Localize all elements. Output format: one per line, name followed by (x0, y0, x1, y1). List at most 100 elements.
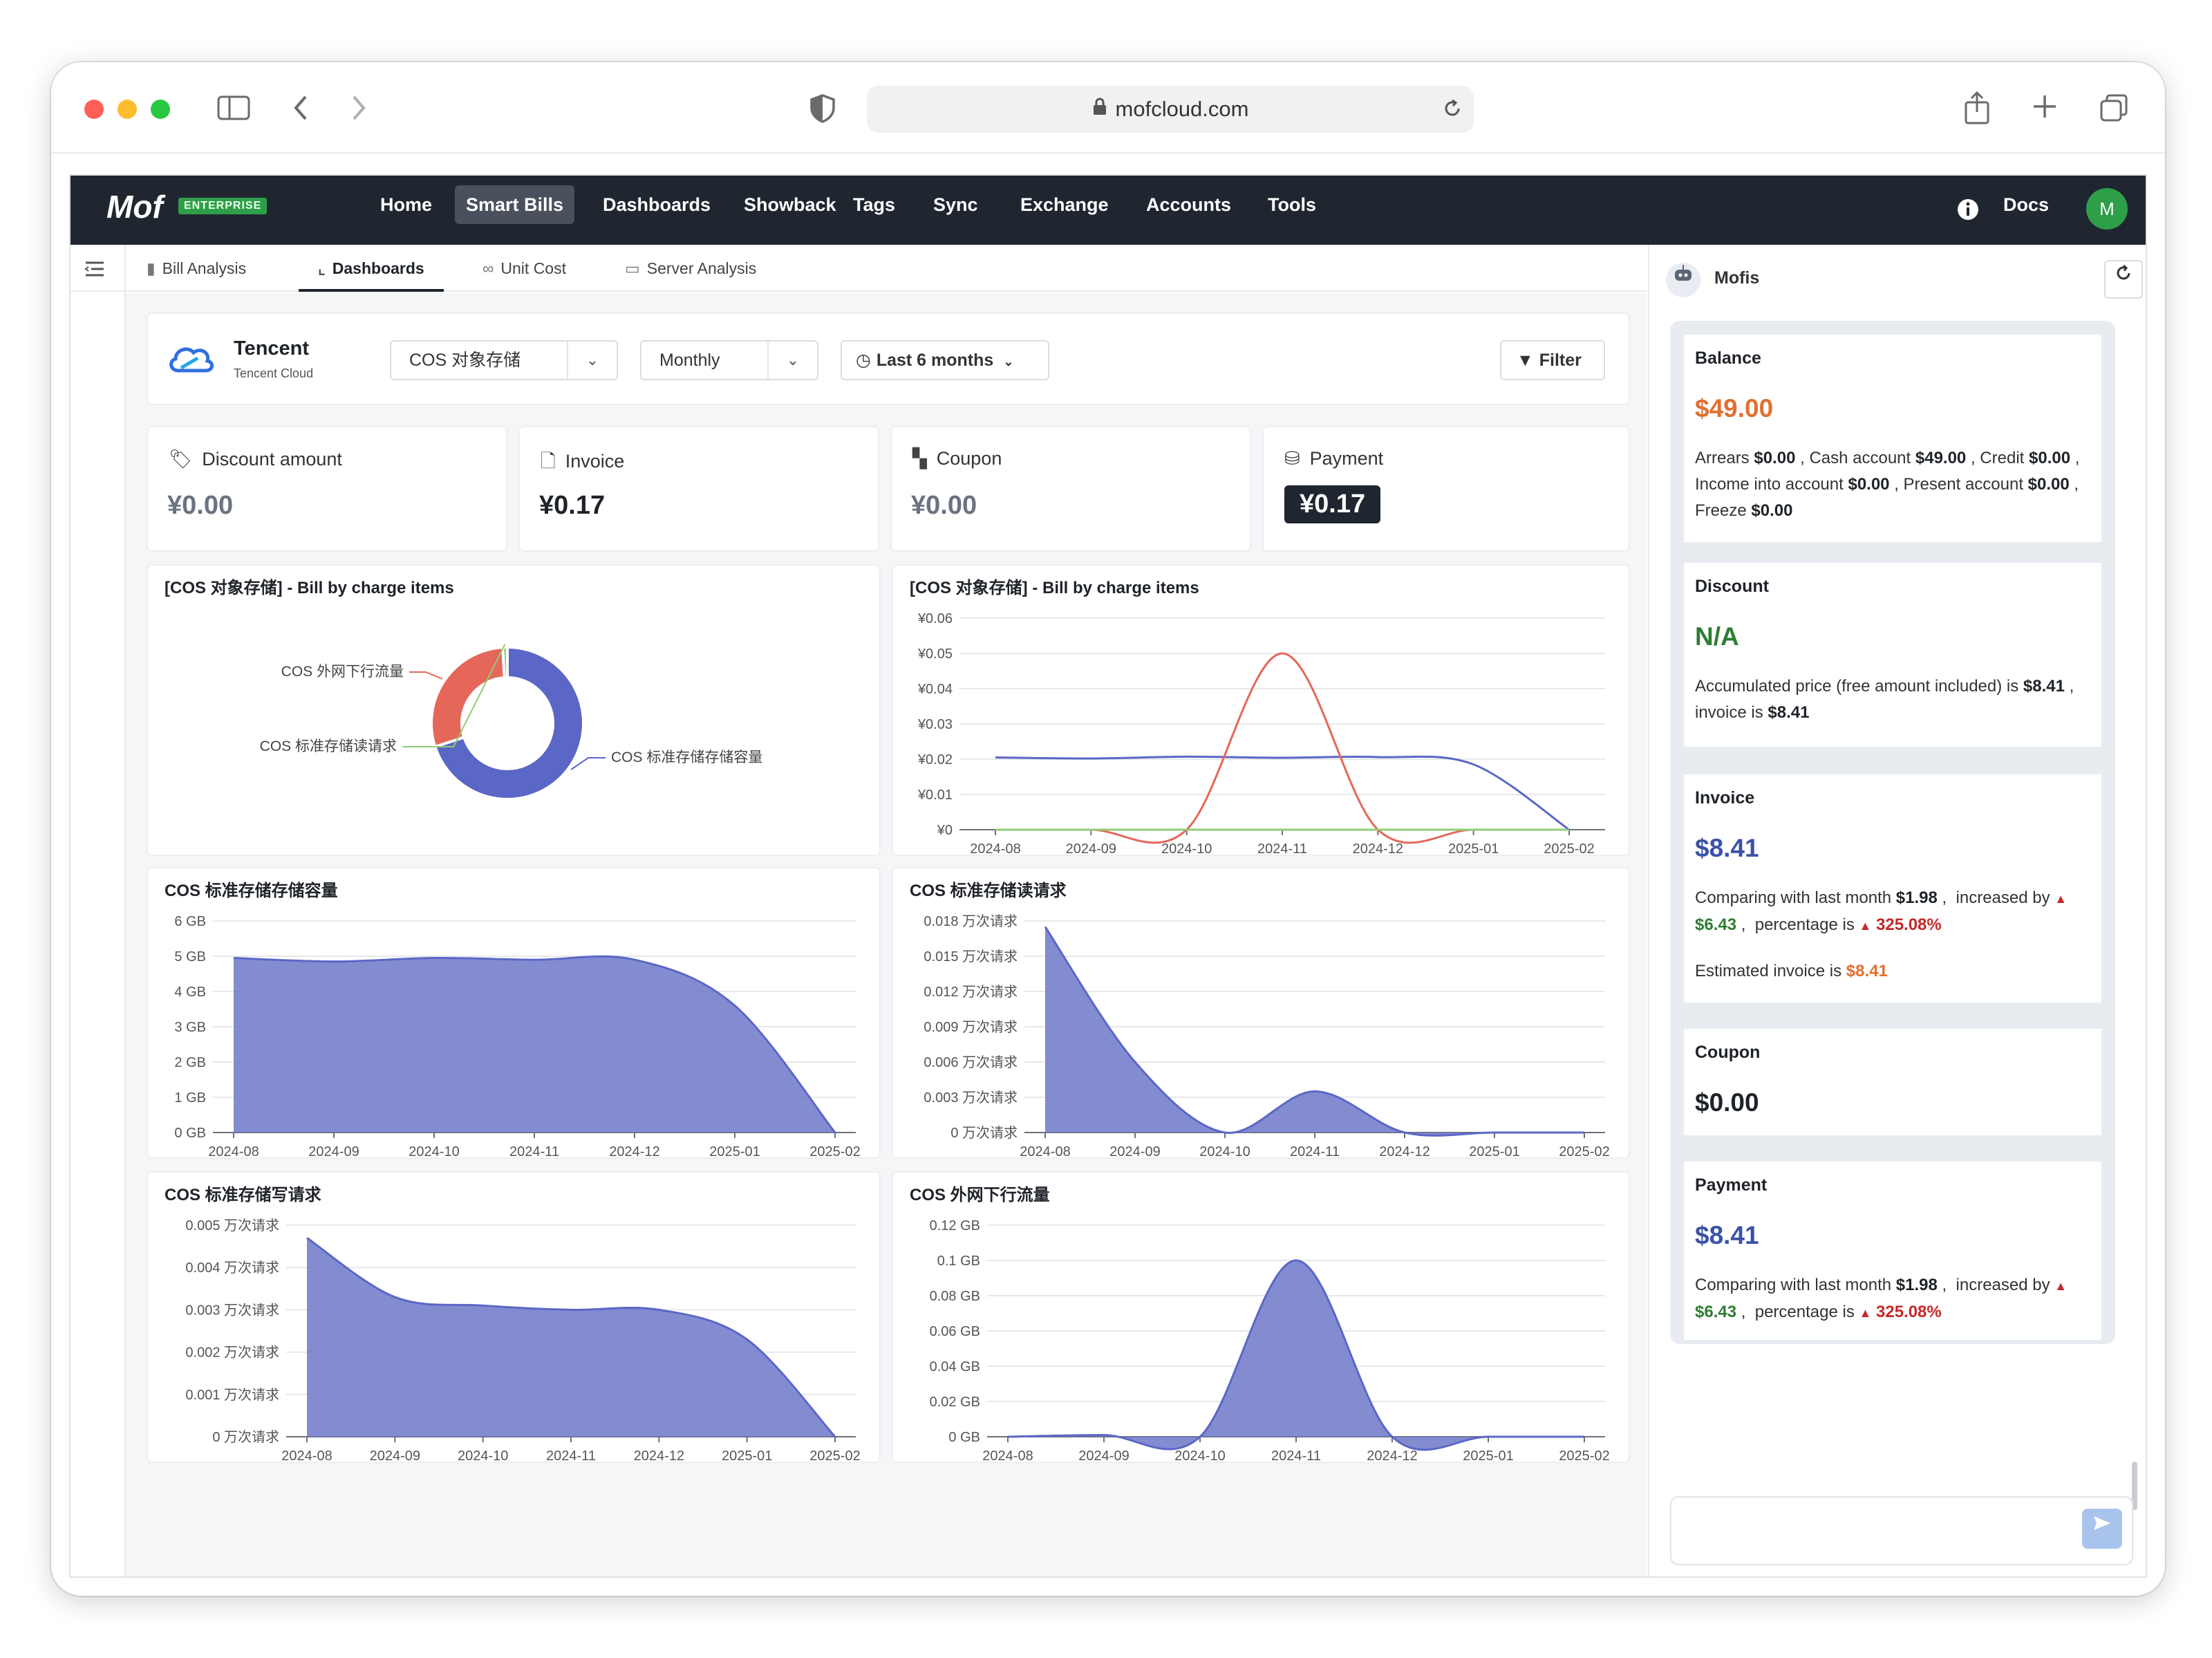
tab-overview-icon[interactable] (2099, 93, 2129, 128)
docs-link[interactable]: Docs (2003, 194, 2050, 215)
kpi-invoice: 🗋 Invoice ¥0.17 (518, 426, 879, 552)
x-tick-label: 2025-01 (709, 1144, 760, 1156)
provider-sub: Tencent Cloud (234, 366, 314, 380)
x-tick-label: 2024-11 (1257, 841, 1307, 853)
x-tick-label: 2025-01 (1469, 1144, 1519, 1156)
y-tick-label: 0.12 GB (930, 1218, 980, 1233)
sub-nav: ▮ Bill Analysis ⌞ Dashboards ∞ Unit Cost ▭ S… (71, 245, 1647, 292)
close-window-button[interactable] (84, 100, 104, 119)
browser-window: mofcloud.com Mof ENTERPRISE Home Smart B… (51, 62, 2165, 1596)
balance-card: Balance $49.00 Arrears $0.00 , Cash acco… (1684, 335, 2101, 542)
balance-title: Balance (1695, 348, 1761, 368)
new-tab-icon[interactable] (2031, 93, 2059, 125)
address-bar[interactable]: mofcloud.com (867, 86, 1474, 133)
read-card: COS 标准存储读请求 0 万次请求 0.003 万次请求 0.006 万次请求 0.… (892, 867, 1630, 1159)
tab-dashboards[interactable]: ⌞ Dashboards (299, 245, 444, 292)
share-icon[interactable] (1963, 90, 1991, 129)
invoice-estimate: Estimated invoice is $8.41 (1695, 962, 1888, 980)
y-tick-label: ¥0.05 (917, 646, 953, 662)
tab-bill-analysis[interactable]: ▮ Bill Analysis (147, 259, 247, 277)
donut-chart: COS 标准存储存储容量 COS 外网下行流量 COS 标准存储读请求 (260, 644, 762, 801)
nav-home[interactable]: Home (380, 194, 433, 215)
nav-smart-bills[interactable]: Smart Bills (455, 185, 575, 224)
series-line (995, 755, 1570, 831)
logo[interactable]: Mof (106, 189, 163, 225)
x-tick-label: 2024-08 (281, 1449, 332, 1460)
shield-icon[interactable] (809, 94, 836, 128)
kpi-coupon: ▚ Coupon ¥0.00 (890, 426, 1251, 552)
payment-details: Comparing with last month $1.98 , increa… (1695, 1276, 2068, 1321)
zoom-window-button[interactable] (151, 100, 170, 119)
app-frame: Mof ENTERPRISE Home Smart Bills Dashboar… (69, 174, 2147, 1578)
pie-label: COS 标准存储读请求 (260, 738, 397, 754)
kpi-label: ⛁ Payment (1284, 448, 1384, 469)
url-text: mofcloud.com (1115, 97, 1249, 121)
nav-dashboards[interactable]: Dashboards (603, 194, 711, 215)
increase-arrow-icon: ▲ (1859, 1306, 1872, 1320)
assistant-panel: Mofis Balance $49.00 Arrears $0.00 , Cas… (1648, 245, 2146, 1576)
traffic-card: COS 外网下行流量 0 GB 0.02 GB 0.04 GB 0.06 GB 0.08… (892, 1171, 1630, 1463)
nav-exchange[interactable]: Exchange (1020, 194, 1109, 215)
invoice-card: Invoice $8.41 Comparing with last month … (1684, 774, 2101, 1003)
reload-icon[interactable] (1442, 98, 1463, 124)
date-range-value: Last 6 months (876, 351, 994, 370)
area-fill (1008, 1260, 1584, 1450)
chevron-down-icon: ⌄ (567, 342, 617, 379)
send-button[interactable] (2082, 1509, 2122, 1549)
scrollbar-thumb[interactable] (2132, 1462, 2137, 1510)
tab-server-analysis[interactable]: ▭ Server Analysis (625, 259, 757, 277)
nav-tags[interactable]: Tags (853, 194, 896, 215)
write-card: COS 标准存储写请求 0 万次请求 0.001 万次请求 0.002 万次请求 0.… (147, 1171, 881, 1463)
tab-unit-cost[interactable]: ∞ Unit Cost (482, 259, 566, 277)
x-tick-label: 2024-10 (1174, 1449, 1225, 1460)
pie-slice (500, 645, 509, 680)
y-tick-label: 1 GB (174, 1090, 206, 1106)
coupon-card: Coupon $0.00 (1684, 1029, 2101, 1135)
y-tick-label: 0.003 万次请求 (924, 1090, 1018, 1106)
menu-collapse-icon[interactable] (83, 259, 106, 283)
server-icon: ▭ (625, 259, 640, 277)
x-tick-label: 2024-12 (1367, 1449, 1417, 1460)
chart-title: COS 标准存储写请求 (165, 1186, 321, 1204)
x-tick-label: 2024-12 (634, 1449, 684, 1460)
minimize-window-button[interactable] (118, 100, 137, 119)
nav-accounts[interactable]: Accounts (1146, 194, 1232, 215)
donut-card: [COS 对象存储] - Bill by charge items COS 标准… (147, 564, 881, 856)
area-fill (1045, 926, 1584, 1136)
y-tick-label: 5 GB (174, 949, 206, 965)
kpi-value: ¥0.00 (167, 491, 234, 520)
lock-icon (1092, 97, 1107, 122)
granularity-select[interactable]: Monthly ⌄ (640, 340, 818, 380)
payment-value: $8.41 (1695, 1221, 1759, 1249)
send-icon (2092, 1516, 2112, 1534)
sidebar-toggle-icon[interactable] (217, 94, 252, 127)
invoice-details: Comparing with last month $1.98 , increa… (1695, 888, 2068, 934)
chat-input[interactable] (1670, 1496, 2133, 1565)
y-tick-label: 3 GB (174, 1020, 206, 1035)
info-icon[interactable] (1956, 198, 1980, 225)
y-tick-label: ¥0.01 (917, 788, 953, 803)
chart-title: COS 标准存储读请求 (910, 882, 1067, 900)
nav-tools[interactable]: Tools (1268, 194, 1316, 215)
date-range-select[interactable]: ◷ Last 6 months ⌄ (841, 340, 1049, 380)
line-chart-icon: ⌞ (318, 259, 326, 277)
service-select[interactable]: COS 对象存储 ⌄ (390, 340, 618, 380)
pie-slice (433, 645, 585, 801)
payment-card: Payment $8.41 Comparing with last month … (1684, 1162, 2101, 1340)
forward-icon[interactable] (348, 94, 369, 127)
x-tick-label: 2025-02 (1559, 1449, 1609, 1460)
link-icon: ∞ (482, 259, 494, 277)
filter-button[interactable]: ▼ Filter (1500, 340, 1605, 380)
y-tick-label: 0.006 万次请求 (924, 1054, 1018, 1070)
invoice-value: $8.41 (1695, 834, 1759, 862)
x-tick-label: 2025-02 (809, 1144, 860, 1156)
x-tick-label: 2024-09 (370, 1449, 420, 1460)
chart-title: COS 标准存储存储容量 (165, 882, 338, 900)
avatar[interactable]: M (2086, 188, 2128, 230)
y-tick-label: 0.003 万次请求 (185, 1302, 279, 1318)
nav-sync[interactable]: Sync (933, 194, 978, 215)
y-tick-label: 6 GB (174, 914, 206, 929)
back-icon[interactable] (290, 94, 311, 127)
nav-showback[interactable]: Showback (744, 194, 836, 215)
refresh-button[interactable] (2104, 260, 2143, 299)
